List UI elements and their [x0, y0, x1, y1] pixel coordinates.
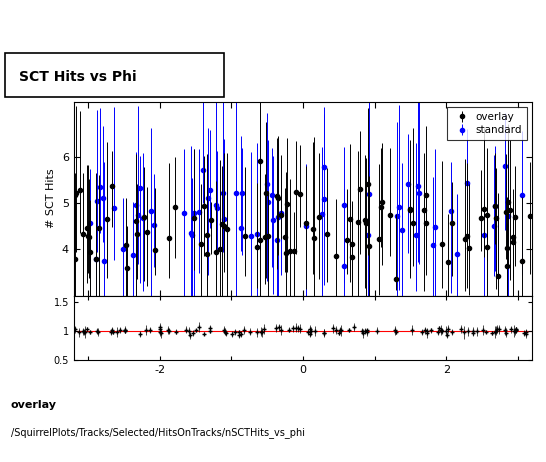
Text: overlay: overlay: [11, 400, 57, 410]
Text: /SquirrelPlots/Tracks/Selected/HitsOnTracks/nSCTHits_vs_phi: /SquirrelPlots/Tracks/Selected/HitsOnTra…: [11, 427, 305, 438]
Legend: overlay, standard: overlay, standard: [447, 107, 527, 140]
FancyBboxPatch shape: [5, 53, 224, 97]
Text: SCT Hits vs Phi: SCT Hits vs Phi: [19, 70, 136, 84]
Y-axis label: # SCT Hits: # SCT Hits: [46, 169, 56, 229]
